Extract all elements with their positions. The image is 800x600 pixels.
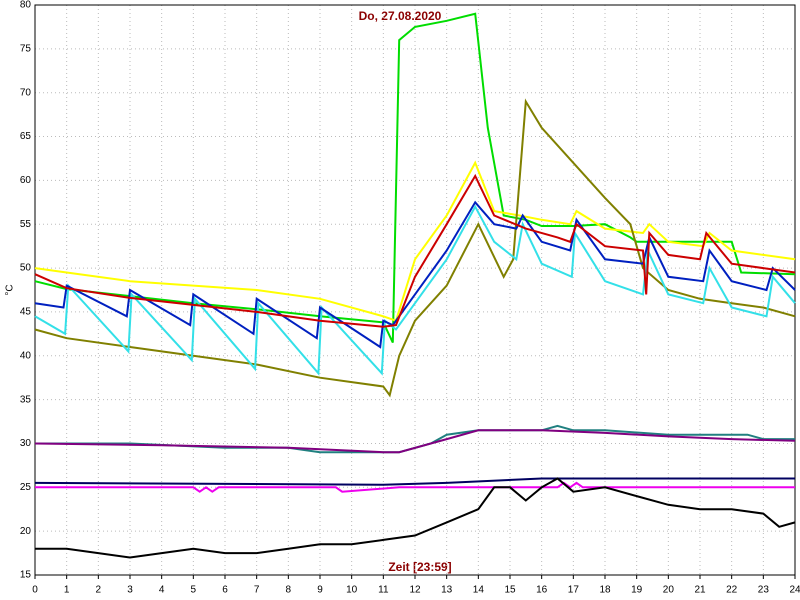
x-tick-label: 16 — [536, 585, 548, 596]
x-tick-label: 24 — [789, 585, 800, 596]
data-line — [34, 12, 796, 344]
data-line — [35, 477, 796, 559]
chart-title: Do, 27.08.2020 — [359, 9, 442, 23]
y-tick-label: 50 — [20, 263, 32, 274]
x-tick-label: 21 — [694, 585, 706, 596]
y-tick-label: 45 — [20, 307, 32, 318]
x-tick-label: 9 — [317, 585, 323, 596]
data-line — [34, 200, 796, 349]
y-tick-label: 35 — [20, 394, 32, 405]
x-tick-label: 18 — [599, 585, 611, 596]
x-tick-label: 8 — [286, 585, 292, 596]
x-tick-label: 23 — [758, 585, 770, 596]
y-tick-label: 30 — [20, 438, 32, 449]
x-tick-label: 0 — [32, 585, 38, 596]
data-line — [34, 173, 796, 328]
x-tick-label: 22 — [726, 585, 738, 596]
y-tick-label: 40 — [20, 350, 32, 361]
x-tick-label: 15 — [504, 585, 516, 596]
x-tick-label: 2 — [96, 585, 102, 596]
x-tick-label: 6 — [222, 585, 228, 596]
y-tick-label: 20 — [20, 526, 32, 537]
y-tick-label: 25 — [20, 482, 32, 493]
x-tick-label: 10 — [346, 585, 358, 596]
x-tick-label: 3 — [127, 585, 133, 596]
x-tick-label: 7 — [254, 585, 260, 596]
x-tick-label: 1 — [64, 585, 70, 596]
y-tick-label: 75 — [20, 43, 32, 54]
x-tick-label: 5 — [191, 585, 197, 596]
data-line — [34, 204, 796, 376]
x-tick-label: 14 — [473, 585, 485, 596]
data-line — [34, 98, 796, 398]
x-axis-label: Zeit [23:59] — [388, 560, 451, 574]
x-tick-label: 20 — [663, 585, 675, 596]
y-tick-label: 15 — [20, 570, 32, 581]
data-line — [34, 429, 796, 454]
x-tick-label: 4 — [159, 585, 165, 596]
y-tick-label: 55 — [20, 219, 32, 230]
x-tick-label: 12 — [409, 585, 421, 596]
y-tick-label: 70 — [20, 87, 32, 98]
x-tick-label: 11 — [378, 585, 389, 596]
data-line — [34, 477, 795, 486]
data-line — [35, 481, 795, 493]
y-tick-label: 80 — [20, 0, 32, 11]
x-tick-label: 19 — [631, 585, 643, 596]
y-axis-label: °C — [5, 284, 16, 295]
y-tick-label: 65 — [20, 131, 32, 142]
x-tick-label: 17 — [568, 585, 580, 596]
y-tick-label: 60 — [20, 175, 32, 186]
x-tick-label: 13 — [441, 585, 453, 596]
